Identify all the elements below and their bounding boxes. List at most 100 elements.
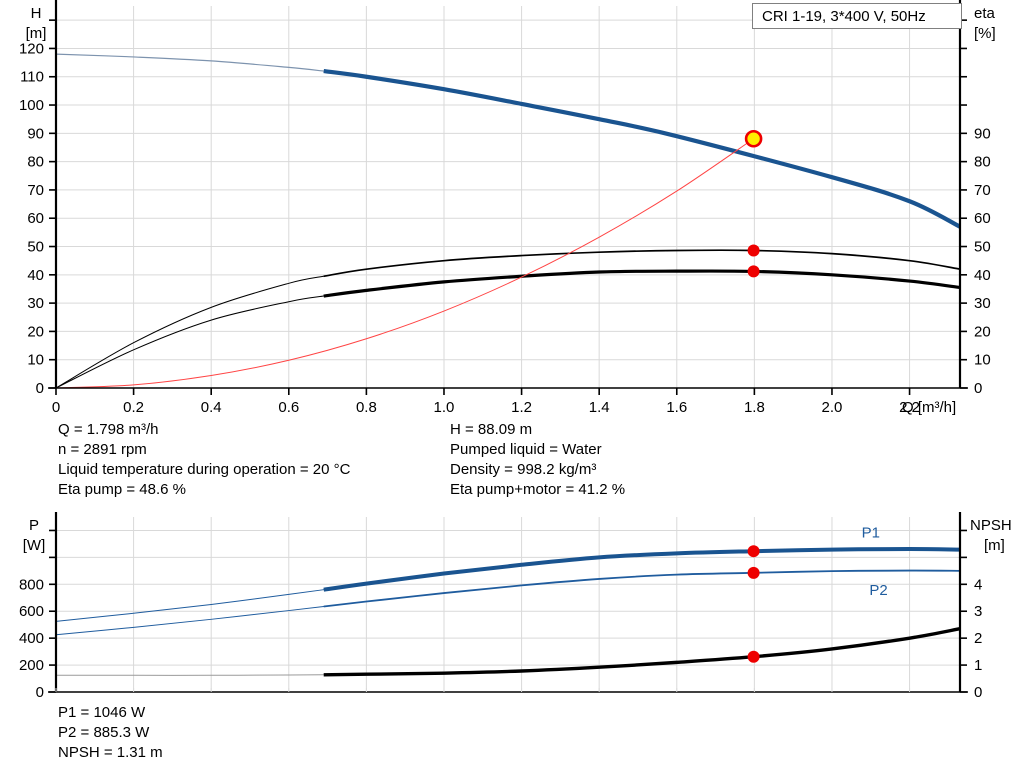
- lower-left-tick-label: 0: [36, 684, 44, 701]
- info-density: Density = 998.2 kg/m³: [450, 461, 597, 478]
- upper-right-axis-title: eta: [974, 5, 996, 22]
- power-marker[interactable]: [747, 566, 760, 579]
- upper-x-tick-label: 0.2: [123, 399, 144, 416]
- info-liquid-temp: Liquid temperature during operation = 20…: [58, 461, 351, 478]
- upper-left-tick-label: 80: [27, 154, 44, 171]
- lower-curve-layer: [55, 547, 961, 677]
- lower-right-tick-label: 2: [974, 630, 982, 647]
- upper-left-tick-label: 30: [27, 295, 44, 312]
- head-efficiency-chart: 0 10 20 30 40 50 60 70 80 90 100 110 120 0 10 20 30 40 50 6…: [19, 0, 996, 416]
- curve-label-p2: P2: [869, 582, 887, 599]
- upper-left-tick-label: 0: [36, 380, 44, 397]
- upper-left-tick-label: 60: [27, 210, 44, 227]
- lower-right-tick-label: 0: [974, 684, 982, 701]
- lower-left-tick-label: 200: [19, 657, 44, 674]
- lower-grid-layer: [56, 517, 960, 692]
- lower-right-tick-label: 1: [974, 657, 982, 674]
- upper-plot-background: [56, 6, 960, 388]
- duty-info-left: Q = 1.798 m³/h n = 2891 rpm Liquid tempe…: [58, 420, 350, 500]
- duty-point-marker[interactable]: [744, 129, 763, 148]
- lower-left-tick-label: 600: [19, 603, 44, 620]
- eta-marker[interactable]: [747, 244, 760, 257]
- upper-x-tick-label: 1.0: [434, 399, 455, 416]
- info-p2: P2 = 885.3 W: [58, 724, 150, 741]
- power-marker[interactable]: [747, 545, 760, 558]
- duty-info-right: H = 88.09 m Pumped liquid = Water Densit…: [450, 420, 625, 500]
- upper-right-axis-unit: [%]: [974, 25, 996, 42]
- lower-plot-background: [56, 517, 960, 692]
- curve-h-head-: [323, 68, 961, 229]
- lower-right-tick-label: 4: [974, 576, 982, 593]
- eta-marker[interactable]: [747, 265, 760, 278]
- info-q: Q = 1.798 m³/h: [58, 421, 159, 438]
- upper-right-tick-label: 90: [974, 125, 991, 142]
- info-p1: P1 = 1046 W: [58, 704, 146, 721]
- lower-label-layer: 0 200 400 600 800 0 1 2 3 4 P [W] NPSH [m] P1 P2: [19, 517, 1012, 701]
- title-box-frame: [752, 3, 962, 29]
- lower-left-tick-label: 400: [19, 630, 44, 647]
- upper-left-tick-label: 10: [27, 352, 44, 369]
- curve-p1: [323, 547, 961, 592]
- upper-x-tick-label: 1.2: [511, 399, 532, 416]
- upper-right-tick-label: 40: [974, 267, 991, 284]
- upper-x-tick-label: 1.4: [589, 399, 610, 416]
- curve-label-p1: P1: [862, 524, 880, 541]
- upper-x-tick-label: 2.2: [899, 399, 920, 416]
- upper-x-tick-label: 1.8: [744, 399, 765, 416]
- system-curve: [55, 138, 754, 389]
- info-eta-pump-motor: Eta pump+motor = 41.2 %: [450, 481, 626, 498]
- upper-x-tick-label: 0.8: [356, 399, 377, 416]
- upper-marker-layer: [744, 129, 763, 278]
- chart-title-box: CRI 1-19, 3*400 V, 50Hz: [752, 3, 962, 29]
- upper-x-tick-label: 1.6: [666, 399, 687, 416]
- lower-marker-layer: [747, 545, 760, 663]
- upper-left-tick-label: 50: [27, 239, 44, 256]
- curve-p2: [323, 569, 961, 608]
- lower-left-axis-title: P: [29, 517, 39, 534]
- upper-right-tick-label: 20: [974, 323, 991, 340]
- info-h: H = 88.09 m: [450, 421, 533, 438]
- info-npsh: NPSH = 1.31 m: [58, 744, 163, 761]
- upper-right-tick-label: 10: [974, 352, 991, 369]
- upper-axis-layer: [48, 0, 968, 395]
- upper-curve-layer: [55, 53, 961, 389]
- power-npsh-chart: 0 200 400 600 800 0 1 2 3 4 P [W] NPSH [m] P1 P2: [19, 512, 1012, 701]
- power-info: P1 = 1046 W P2 = 885.3 W NPSH = 1.31 m: [58, 703, 163, 763]
- upper-left-axis-title: H: [31, 5, 42, 22]
- curve-eta-pump: [323, 249, 961, 278]
- lower-right-tick-label: 3: [974, 603, 982, 620]
- upper-right-tick-label: 30: [974, 295, 991, 312]
- upper-left-tick-label: 40: [27, 267, 44, 284]
- upper-left-tick-label: 90: [27, 125, 44, 142]
- upper-x-axis-title: Q [m³/h]: [902, 399, 956, 416]
- upper-left-axis-unit: [m]: [26, 25, 47, 42]
- lower-right-axis-unit: [m]: [984, 537, 1005, 554]
- power-marker[interactable]: [747, 650, 760, 663]
- info-eta-pump: Eta pump = 48.6 %: [58, 481, 186, 498]
- lower-left-tick-label: 800: [19, 576, 44, 593]
- lower-right-axis-title: NPSH: [970, 517, 1012, 534]
- lower-axis-layer: [48, 512, 968, 693]
- upper-right-tick-label: 50: [974, 239, 991, 256]
- upper-left-tick-label: 20: [27, 323, 44, 340]
- upper-grid-layer: [56, 6, 960, 388]
- upper-left-tick-label: 100: [19, 97, 44, 114]
- upper-right-tick-label: 60: [974, 210, 991, 227]
- upper-right-tick-label: 80: [974, 154, 991, 171]
- curve-eta-pump-motor: [323, 269, 961, 298]
- upper-x-tick-label: 0: [52, 399, 60, 416]
- chart-title: CRI 1-19, 3*400 V, 50Hz: [762, 8, 926, 25]
- curve-npsh: [323, 627, 961, 677]
- upper-x-tick-label: 0.6: [278, 399, 299, 416]
- lower-left-axis-unit: [W]: [23, 537, 46, 554]
- upper-left-tick-label: 70: [27, 182, 44, 199]
- upper-x-tick-label: 2.0: [822, 399, 843, 416]
- upper-left-tick-label: 110: [20, 69, 44, 86]
- curve-thin-npsh: [56, 674, 327, 676]
- upper-x-tick-label: 0.4: [201, 399, 222, 416]
- upper-right-tick-label: 0: [974, 380, 982, 397]
- info-pumped-liquid: Pumped liquid = Water: [450, 441, 602, 458]
- upper-right-tick-label: 70: [974, 182, 991, 199]
- upper-label-layer: 0 10 20 30 40 50 60 70 80 90 100 110 120 0 10 20 30 40 50 6…: [19, 5, 996, 416]
